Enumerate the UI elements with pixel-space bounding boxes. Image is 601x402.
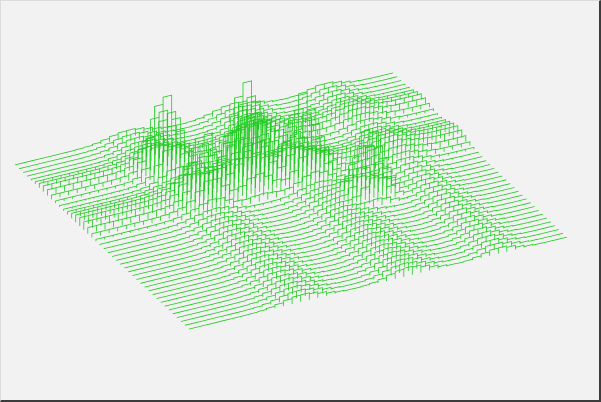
surface-row-26 [120, 171, 499, 265]
surface-row-15 [75, 102, 455, 223]
surface-row-40 [176, 225, 555, 318]
surface-row-13 [67, 119, 446, 215]
surface-row-22 [103, 156, 483, 249]
surface-row-14 [71, 120, 451, 219]
surface-row-3 [26, 83, 406, 177]
surface-row-17 [83, 92, 463, 230]
surface-row-42 [184, 232, 563, 326]
surface-row-6 [38, 90, 418, 188]
surface-row-21 [99, 151, 479, 246]
surface-row-36 [160, 210, 539, 303]
surface-row-41 [180, 229, 559, 322]
surface-row-23 [108, 144, 487, 254]
surface-row-11 [59, 113, 438, 207]
surface-row-2 [23, 80, 402, 173]
surface-lines [14, 72, 568, 330]
surface-row-4 [30, 86, 410, 181]
surface-row-5 [34, 89, 414, 184]
surface-row-18 [87, 111, 467, 234]
surface-row-19 [91, 141, 471, 238]
surface-row-31 [140, 190, 519, 284]
surface-row-25 [116, 144, 495, 261]
surface-row-39 [172, 221, 551, 315]
surface-row-9 [51, 94, 430, 200]
surface-row-10 [55, 108, 434, 204]
surface-row-29 [132, 183, 511, 276]
surface-row-32 [144, 194, 523, 288]
surface-row-7 [42, 93, 422, 192]
surface-row-20 [95, 146, 475, 242]
surface-row-24 [112, 129, 491, 257]
surface-row-43 [188, 236, 568, 330]
surface-row-16 [79, 80, 459, 226]
surface-row-12 [63, 116, 442, 211]
surface-row-8 [47, 97, 426, 196]
surface-row-35 [156, 206, 535, 299]
surface-row-0 [14, 72, 394, 166]
surface-row-28 [128, 179, 507, 273]
surface-row-33 [148, 198, 527, 292]
surface-row-37 [164, 213, 543, 307]
surface-row-30 [136, 187, 515, 280]
surface-row-27 [124, 175, 503, 269]
surface-row-38 [168, 217, 547, 311]
